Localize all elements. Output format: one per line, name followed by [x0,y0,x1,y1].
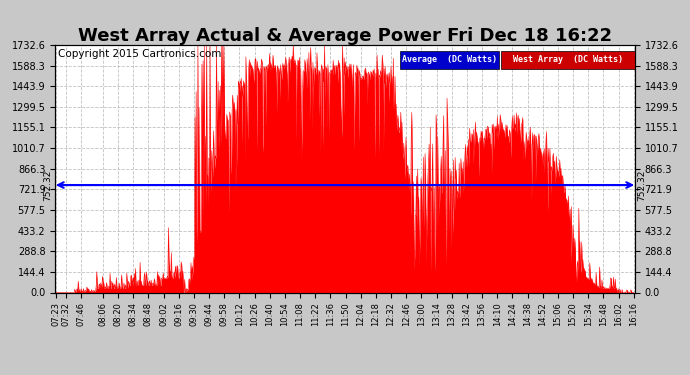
Text: Copyright 2015 Cartronics.com: Copyright 2015 Cartronics.com [58,49,221,59]
Text: 752.32: 752.32 [43,170,52,201]
Text: West Array  (DC Watts): West Array (DC Watts) [513,56,623,64]
Text: 752.32: 752.32 [638,170,647,201]
Bar [400,51,499,69]
Title: West Array Actual & Average Power Fri Dec 18 16:22: West Array Actual & Average Power Fri De… [78,27,612,45]
Bar [502,51,635,69]
Text: Average  (DC Watts): Average (DC Watts) [402,56,497,64]
